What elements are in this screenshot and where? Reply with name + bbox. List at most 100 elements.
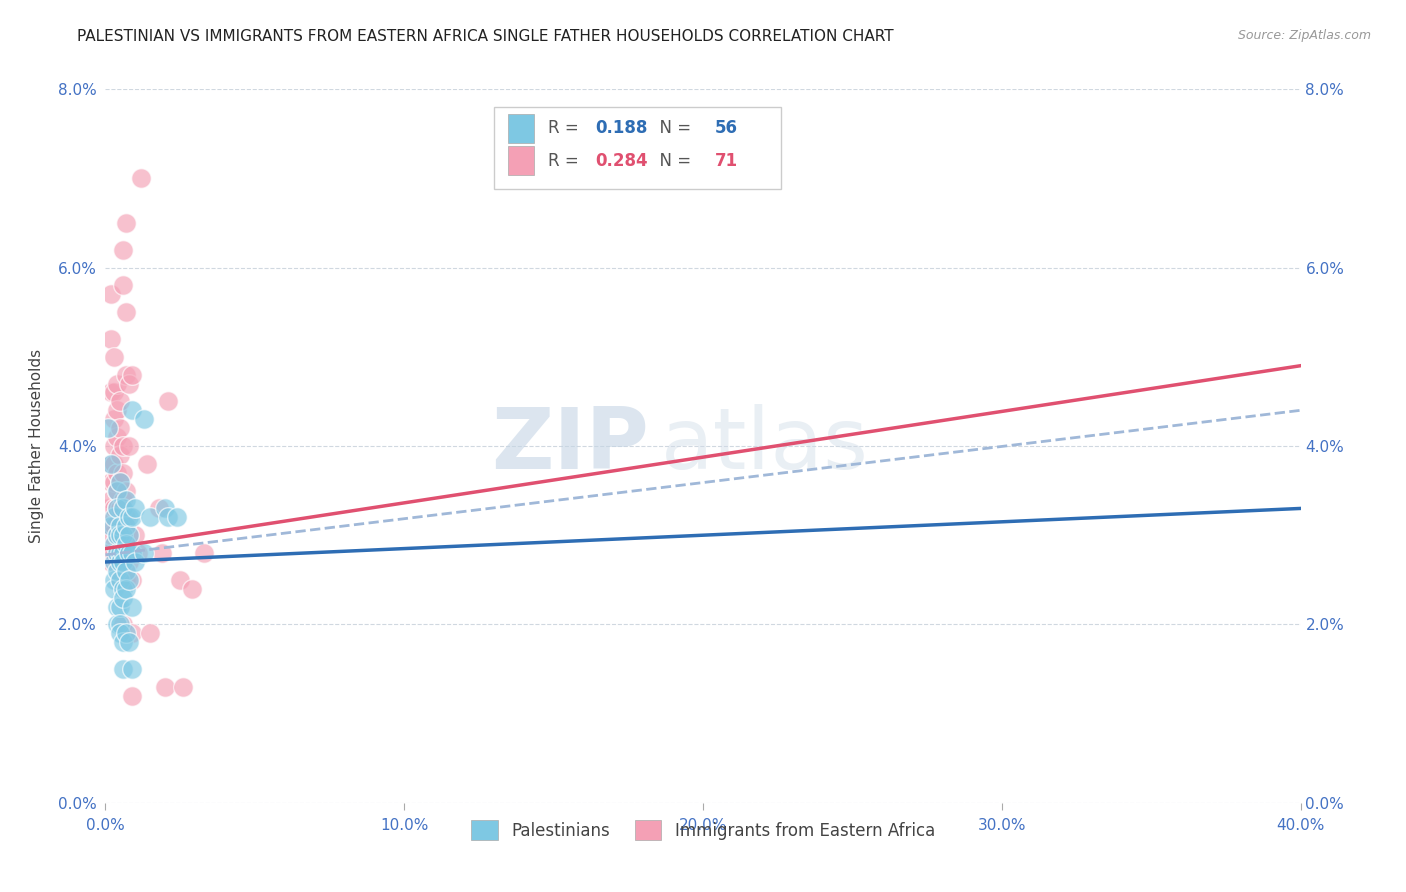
Point [103, 510, 125, 524]
Point [112, 555, 135, 569]
Point [97, 421, 120, 435]
Point [115, 564, 138, 578]
Bar [494, 107, 780, 189]
Point [118, 635, 141, 649]
Y-axis label: Single Father Households: Single Father Households [30, 349, 45, 543]
Point [112, 617, 135, 632]
Point [121, 368, 143, 382]
Point [100, 457, 122, 471]
Point [110, 448, 132, 462]
Text: 56: 56 [716, 120, 738, 137]
Text: R =: R = [547, 120, 583, 137]
Text: ZIP: ZIP [492, 404, 650, 488]
Point [100, 475, 122, 489]
Point [172, 680, 194, 694]
Point [107, 546, 129, 560]
Point [110, 573, 132, 587]
Text: R =: R = [547, 152, 583, 169]
Point [129, 171, 153, 186]
Point [112, 439, 135, 453]
Point [118, 528, 141, 542]
Legend: Palestinians, Immigrants from Eastern Africa: Palestinians, Immigrants from Eastern Af… [463, 812, 943, 848]
Point [121, 546, 143, 560]
Text: N =: N = [650, 152, 696, 169]
Point [121, 689, 143, 703]
Point [118, 546, 141, 560]
Point [103, 457, 125, 471]
Point [107, 501, 129, 516]
Point [166, 510, 188, 524]
Point [121, 662, 143, 676]
Point [136, 457, 159, 471]
Point [115, 368, 138, 382]
Point [107, 555, 129, 569]
Point [121, 573, 143, 587]
Point [118, 376, 141, 391]
Point [115, 305, 138, 319]
Point [181, 582, 204, 596]
Text: atlas: atlas [661, 404, 869, 488]
Point [112, 243, 135, 257]
Point [112, 501, 135, 516]
Point [110, 555, 132, 569]
Point [155, 501, 177, 516]
Point [112, 519, 135, 533]
Point [100, 287, 122, 301]
Point [97, 501, 120, 516]
Point [100, 519, 122, 533]
Point [100, 492, 122, 507]
Point [112, 278, 135, 293]
Point [118, 439, 141, 453]
Point [112, 582, 135, 596]
Point [148, 501, 170, 516]
Point [112, 591, 135, 605]
Point [107, 528, 129, 542]
Point [110, 626, 132, 640]
Point [139, 510, 162, 524]
Point [110, 617, 132, 632]
Point [115, 626, 138, 640]
Point [155, 680, 177, 694]
Point [103, 519, 125, 533]
Point [100, 385, 122, 400]
Point [100, 457, 122, 471]
Point [107, 528, 129, 542]
Point [110, 475, 132, 489]
Point [150, 546, 173, 560]
Point [134, 546, 156, 560]
Point [110, 519, 132, 533]
Point [115, 537, 138, 551]
Bar [508, 114, 534, 143]
Point [115, 216, 138, 230]
Point [103, 475, 125, 489]
Point [107, 617, 129, 632]
Point [103, 412, 125, 426]
Point [121, 599, 143, 614]
Point [112, 555, 135, 569]
Point [134, 412, 156, 426]
Point [115, 510, 138, 524]
Point [107, 466, 129, 480]
Text: PALESTINIAN VS IMMIGRANTS FROM EASTERN AFRICA SINGLE FATHER HOUSEHOLDS CORRELATI: PALESTINIAN VS IMMIGRANTS FROM EASTERN A… [77, 29, 894, 44]
Point [112, 635, 135, 649]
Point [100, 555, 122, 569]
Point [110, 421, 132, 435]
Text: 71: 71 [716, 152, 738, 169]
Point [110, 501, 132, 516]
Point [121, 510, 143, 524]
Point [124, 528, 146, 542]
Point [107, 599, 129, 614]
Point [124, 501, 146, 516]
Point [121, 403, 143, 417]
Point [103, 537, 125, 551]
Point [103, 582, 125, 596]
Point [112, 466, 135, 480]
Point [100, 510, 122, 524]
Point [103, 546, 125, 560]
Point [115, 519, 138, 533]
Point [115, 492, 138, 507]
Point [97, 519, 120, 533]
Point [115, 573, 138, 587]
Point [107, 483, 129, 498]
Point [103, 573, 125, 587]
